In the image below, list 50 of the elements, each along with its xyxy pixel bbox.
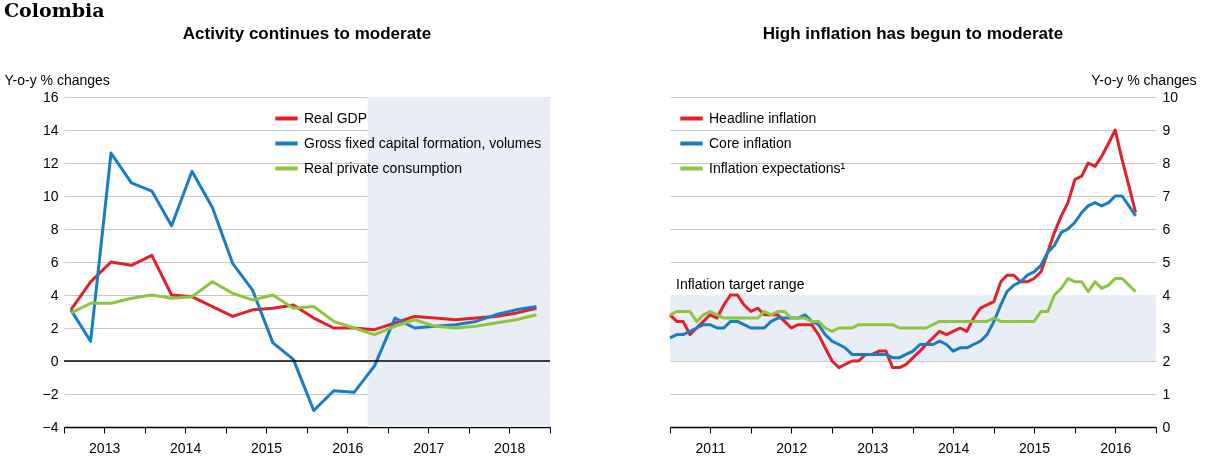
x-tick-label: 2012 (776, 439, 808, 456)
x-tick-label: 2014 (170, 439, 202, 456)
x-tick-label: 2013 (89, 439, 121, 456)
y-tick-label: −2 (42, 385, 59, 402)
x-tick-label: 2015 (1018, 439, 1051, 456)
y2-tick-label: 9 (1162, 121, 1171, 138)
y-tick-label: 2 (50, 319, 59, 336)
y-tick-label: 4 (50, 286, 59, 303)
chart-title: Activity continues to moderate (182, 24, 432, 43)
y-tick-label: 16 (42, 88, 59, 105)
y2-tick-label: 3 (1162, 319, 1171, 336)
y-tick-label: −4 (42, 418, 59, 435)
y-tick-label: 12 (42, 154, 59, 171)
x-tick-label: 2013 (857, 439, 889, 456)
y-tick-label: 10 (42, 187, 59, 204)
x-tick-label: 2018 (494, 439, 526, 456)
legend-label: Real GDP (304, 109, 368, 126)
x-tick-label: 2016 (1100, 439, 1132, 456)
band-label: Inflation target range (676, 276, 805, 292)
legend-label: Inflation expectations¹ (709, 159, 846, 176)
legend-label: Real private consumption (304, 159, 462, 176)
y2-tick-label: 4 (1162, 286, 1171, 303)
y2-tick-label: 0 (1162, 418, 1171, 435)
y2-tick-label: 10 (1162, 88, 1179, 105)
x-tick-label: 2015 (251, 439, 283, 456)
x-tick-label: 2017 (413, 439, 445, 456)
text: Colombia (4, 0, 105, 21)
y2-tick-label: 2 (1162, 352, 1171, 369)
line-series (69, 151, 538, 412)
legend-label: Headline inflation (709, 109, 817, 126)
y2-tick-label: 8 (1162, 154, 1171, 171)
line-series (668, 277, 1138, 333)
y2-tick-label: 1 (1162, 385, 1171, 402)
x-tick-label: 2014 (938, 439, 970, 456)
line-series (668, 194, 1138, 360)
line-series (69, 280, 538, 337)
y2-tick-label: 5 (1162, 253, 1171, 270)
y-tick-label: 0 (50, 352, 59, 369)
y2-tick-label: 7 (1162, 187, 1171, 204)
x-tick-label: 2016 (332, 439, 364, 456)
y2-tick-label: 6 (1162, 220, 1171, 237)
y-tick-label: 8 (50, 220, 59, 237)
legend-label: Gross fixed capital formation, volumes (304, 134, 542, 151)
chart-title: High inflation has begun to moderate (762, 24, 1064, 43)
x-tick-label: 2011 (695, 439, 726, 456)
y2-axis-title: Y-o-y % changes (1091, 71, 1197, 88)
y-tick-label: 6 (50, 253, 59, 270)
y-tick-label: 14 (42, 121, 59, 138)
y-axis-title: Y-o-y % changes (4, 71, 110, 88)
legend-label: Core inflation (709, 134, 792, 151)
